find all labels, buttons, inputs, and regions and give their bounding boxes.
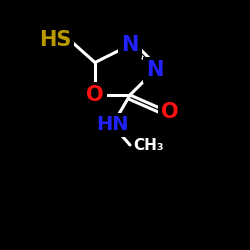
Text: HS: HS [39,30,71,50]
Text: HN: HN [96,116,129,134]
Text: N: N [121,35,139,55]
Text: N: N [146,60,164,80]
Text: O: O [86,85,104,105]
Text: CH₃: CH₃ [134,138,164,152]
Text: O: O [161,102,179,122]
